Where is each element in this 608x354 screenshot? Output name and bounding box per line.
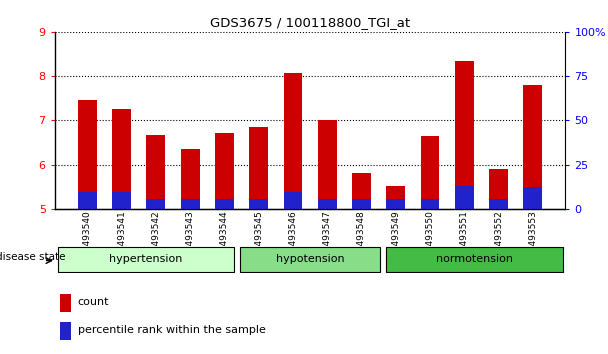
Bar	[489, 199, 508, 209]
Bar	[215, 199, 234, 209]
FancyBboxPatch shape	[58, 247, 234, 272]
Bar	[386, 199, 405, 209]
Bar	[60, 322, 71, 340]
Bar	[181, 199, 199, 209]
Bar	[421, 199, 440, 209]
Bar	[318, 120, 337, 209]
Bar	[147, 199, 165, 209]
Bar	[147, 135, 165, 209]
Bar	[352, 199, 371, 209]
Bar	[352, 172, 371, 209]
Text: hypotension: hypotension	[276, 254, 344, 264]
Bar	[523, 187, 542, 209]
Bar	[386, 186, 405, 209]
Bar	[112, 192, 131, 209]
Bar	[215, 133, 234, 209]
Bar	[249, 127, 268, 209]
Title: GDS3675 / 100118800_TGI_at: GDS3675 / 100118800_TGI_at	[210, 16, 410, 29]
Text: hypertension: hypertension	[109, 254, 182, 264]
Bar	[249, 199, 268, 209]
Bar	[489, 169, 508, 209]
Text: normotension: normotension	[436, 254, 513, 264]
Bar	[283, 73, 302, 209]
Bar	[421, 136, 440, 209]
Bar	[318, 199, 337, 209]
Bar	[78, 101, 97, 209]
FancyBboxPatch shape	[240, 247, 380, 272]
Text: count: count	[78, 297, 109, 307]
Text: disease state: disease state	[0, 252, 65, 262]
Bar	[60, 295, 71, 312]
Bar	[112, 109, 131, 209]
Bar	[455, 61, 474, 209]
Bar	[78, 192, 97, 209]
FancyBboxPatch shape	[386, 247, 562, 272]
Text: percentile rank within the sample: percentile rank within the sample	[78, 325, 266, 335]
Bar	[523, 85, 542, 209]
Bar	[455, 186, 474, 209]
Bar	[283, 192, 302, 209]
Bar	[181, 149, 199, 209]
